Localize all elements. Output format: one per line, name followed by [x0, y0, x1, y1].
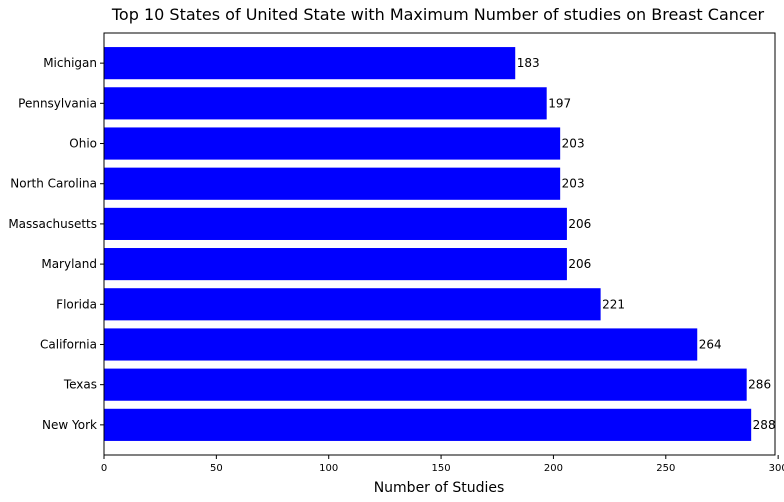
category-label: Pennsylvania: [18, 96, 97, 110]
x-tick-label: 50: [210, 463, 223, 474]
plot-frame: [103, 32, 776, 456]
bar: [104, 207, 567, 240]
x-axis-ticks: 0 50 100 150 200 250 300: [100, 62, 784, 474]
category-label: California: [40, 337, 97, 351]
bar: [104, 127, 561, 160]
bars-group: [104, 47, 752, 441]
bar: [104, 408, 752, 441]
x-axis-label: Number of Studies: [374, 480, 505, 496]
category-labels: Michigan Pennsylvania Ohio North Carolina Ma…: [8, 56, 97, 432]
bar: [104, 368, 747, 401]
chart-title: Top 10 States of United State with Maxim…: [111, 5, 765, 24]
category-label: Texas: [63, 378, 97, 392]
value-label: 203: [562, 177, 585, 191]
category-label: New York: [42, 418, 97, 432]
value-label: 183: [517, 56, 540, 70]
value-label: 288: [753, 418, 776, 432]
value-label: 206: [568, 257, 591, 271]
value-label: 203: [562, 137, 585, 151]
x-tick-label: 200: [544, 463, 563, 474]
x-tick-label: 300: [769, 463, 784, 474]
category-label: Massachusetts: [8, 217, 97, 231]
value-labels: 183 197 203 203 206 206 221 264 286 288: [517, 56, 776, 432]
bar: [104, 328, 698, 361]
value-label: 264: [699, 337, 722, 351]
x-tick-label: 0: [101, 463, 107, 474]
category-label: Florida: [56, 297, 97, 311]
bar: [104, 288, 601, 321]
bar: [104, 167, 561, 200]
value-label: 206: [568, 217, 591, 231]
value-label: 197: [548, 96, 571, 110]
x-tick-label: 100: [319, 463, 338, 474]
value-label: 286: [748, 378, 771, 392]
bar: [104, 87, 547, 120]
bar: [104, 248, 567, 281]
category-label: Maryland: [41, 257, 97, 271]
category-label: North Carolina: [10, 177, 97, 191]
x-tick-label: 150: [432, 463, 451, 474]
category-label: Michigan: [43, 56, 97, 70]
bar: [104, 47, 516, 80]
category-label: Ohio: [69, 137, 97, 151]
value-label: 221: [602, 297, 625, 311]
x-tick-label: 250: [656, 463, 675, 474]
